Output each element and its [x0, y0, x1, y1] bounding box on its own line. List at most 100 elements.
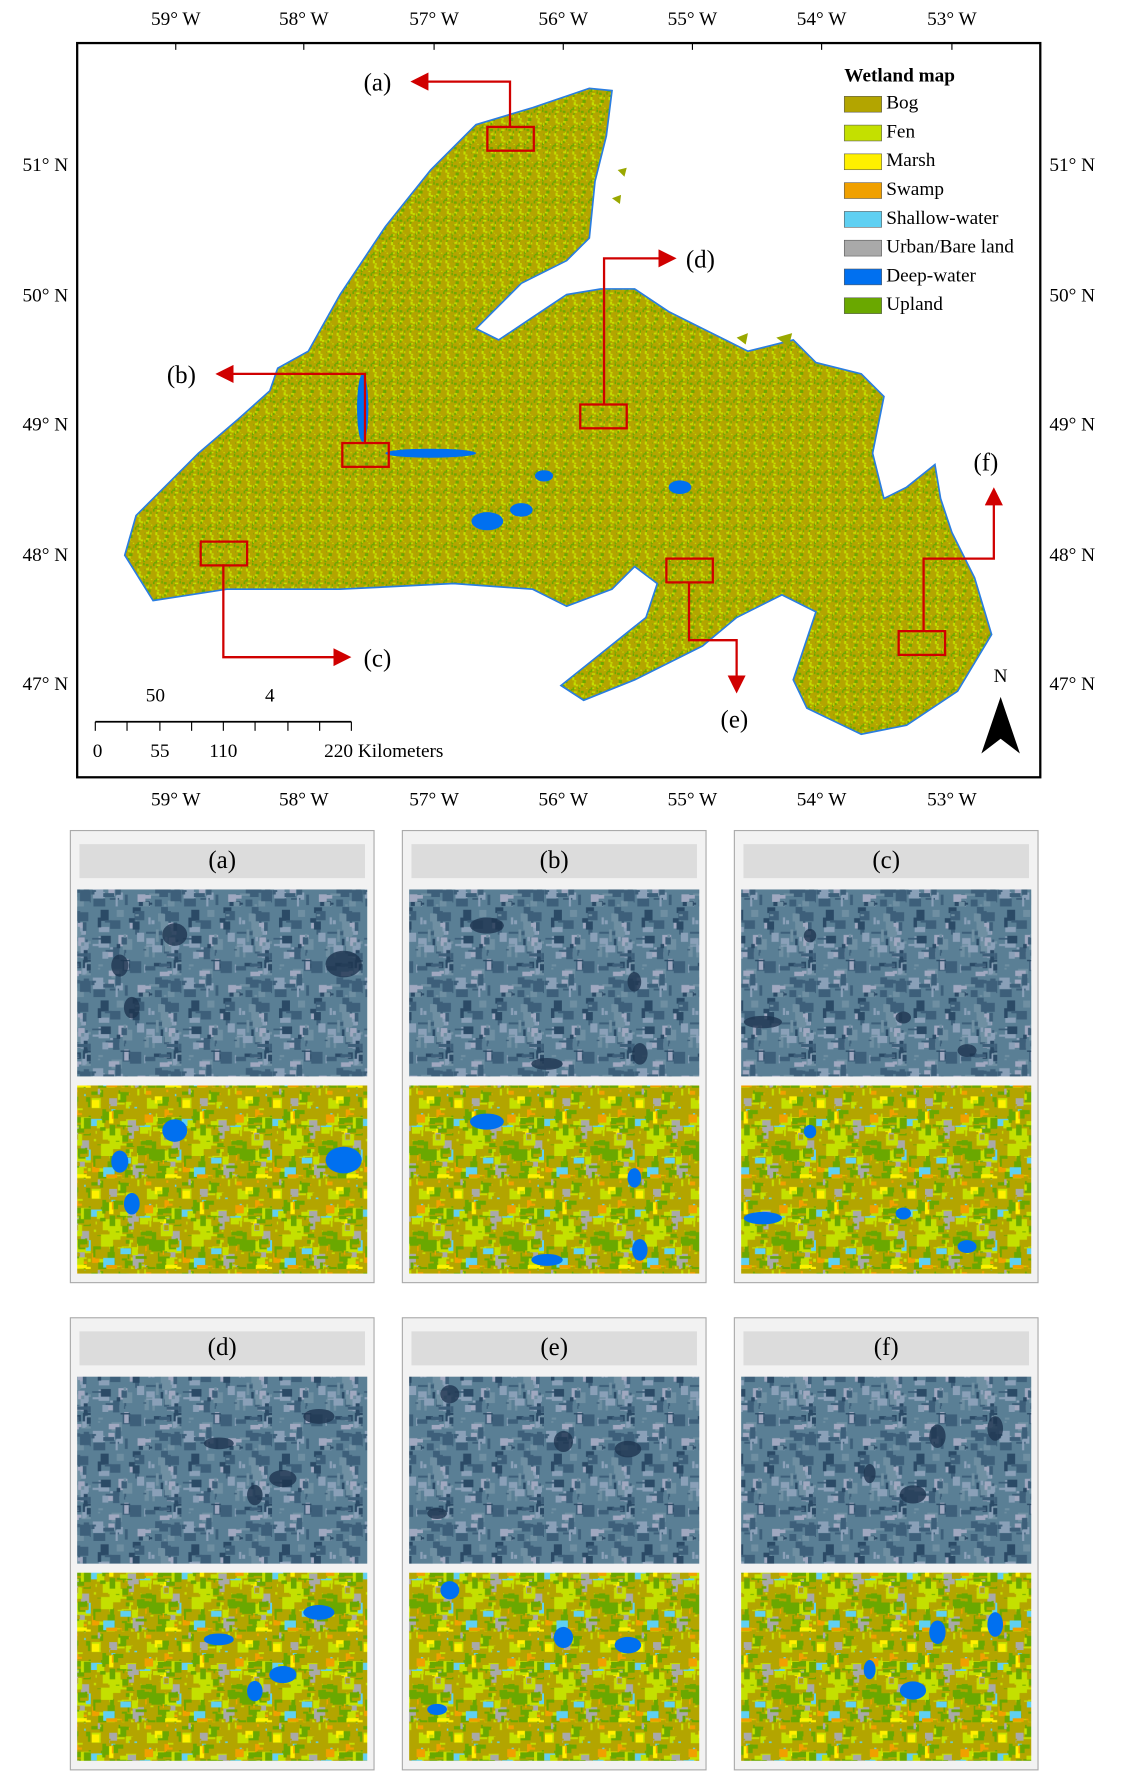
classified-image	[741, 1085, 1032, 1274]
lon-label: 53° W	[927, 9, 977, 30]
scale-label: 220 Kilometers	[324, 741, 443, 762]
legend-swatch	[843, 96, 882, 113]
lat-label: 48° N	[22, 545, 68, 566]
water-body	[203, 1437, 234, 1450]
legend-swatch	[843, 268, 882, 286]
legend-label: Upland	[886, 294, 943, 315]
callout-label: (d)	[686, 246, 715, 273]
water-body	[440, 1385, 460, 1404]
legend-label: Swamp	[886, 179, 944, 200]
legend-label: Marsh	[886, 150, 936, 171]
lon-label: 57° W	[409, 790, 459, 811]
water-body	[440, 1581, 460, 1600]
classified-image	[409, 1572, 700, 1761]
scale-label: 4	[265, 685, 275, 706]
water-body	[531, 1253, 563, 1266]
scale-label: 50	[146, 685, 165, 706]
water-body	[614, 1440, 642, 1458]
water-body	[269, 1666, 297, 1684]
water-body	[111, 954, 129, 977]
satellite-image	[741, 889, 1032, 1077]
north-label: N	[994, 666, 1008, 687]
water-body	[743, 1015, 782, 1029]
water-body	[899, 1485, 927, 1504]
water-body	[895, 1207, 912, 1220]
north-arrow	[981, 696, 1020, 754]
panel-title-bar	[79, 844, 365, 879]
panel-title-bar	[743, 1331, 1029, 1366]
lake	[385, 448, 477, 458]
callout-arrow	[215, 364, 367, 444]
legend-swatch	[843, 239, 882, 257]
water-body	[325, 1146, 362, 1174]
water-body	[895, 1011, 912, 1024]
water-body	[553, 1430, 574, 1453]
water-body	[123, 996, 140, 1019]
panel-title: (e)	[540, 1334, 568, 1361]
lat-label: 50° N	[22, 285, 68, 306]
lat-label: 48° N	[1049, 545, 1095, 566]
water-body	[111, 1150, 129, 1173]
satellite-image	[77, 1376, 368, 1564]
water-body	[957, 1240, 977, 1254]
lon-label: 56° W	[538, 9, 588, 30]
lon-label: 59° W	[151, 790, 201, 811]
legend-label: Shallow-water	[886, 208, 999, 229]
water-body	[203, 1633, 234, 1646]
water-body	[303, 1408, 335, 1424]
water-body	[632, 1043, 648, 1065]
water-body	[247, 1484, 263, 1506]
panel-title-bar	[743, 844, 1029, 879]
water-body	[803, 928, 817, 943]
lake	[534, 470, 554, 482]
lat-label: 49° N	[1049, 414, 1095, 435]
water-body	[123, 1192, 140, 1215]
satellite-image	[409, 1376, 700, 1564]
lon-label: 54° W	[797, 9, 847, 30]
legend-swatch	[843, 211, 882, 228]
legend-swatch	[843, 182, 882, 199]
lon-label: 55° W	[668, 9, 718, 30]
callout-arrow	[687, 582, 746, 694]
scale-label: 110	[209, 741, 237, 762]
classified-image	[77, 1085, 368, 1274]
water-body	[247, 1680, 263, 1702]
callout-label: (c)	[364, 645, 392, 672]
water-body	[531, 1057, 563, 1070]
lake	[668, 480, 692, 495]
panel-title-bar	[411, 844, 697, 879]
lon-label: 59° W	[151, 9, 201, 30]
scale-label: 0	[93, 741, 103, 762]
water-body	[162, 1119, 188, 1142]
panel-title-bar	[79, 1331, 365, 1366]
classified-image	[741, 1572, 1032, 1761]
water-body	[929, 1424, 946, 1449]
lon-label: 58° W	[279, 790, 329, 811]
lon-label: 58° W	[279, 9, 329, 30]
satellite-image	[741, 1376, 1032, 1564]
lat-label: 47° N	[1049, 674, 1095, 695]
water-body	[627, 1168, 642, 1188]
lon-label: 57° W	[409, 9, 459, 30]
lon-label: 53° W	[927, 790, 977, 811]
water-body	[325, 950, 362, 978]
island	[123, 87, 993, 736]
water-body	[803, 1124, 817, 1139]
water-body	[469, 1113, 504, 1130]
water-body	[863, 1660, 876, 1680]
lat-label: 47° N	[22, 674, 68, 695]
water-body	[469, 917, 504, 934]
panel-title-bar	[411, 1331, 697, 1366]
lat-label: 49° N	[22, 414, 68, 435]
water-body	[743, 1211, 782, 1225]
water-body	[632, 1239, 648, 1261]
classified-image	[77, 1572, 368, 1761]
legend-label: Urban/Bare land	[886, 237, 1014, 258]
callout-box	[897, 629, 947, 657]
water-body	[303, 1605, 335, 1620]
water-body	[627, 972, 642, 992]
panel-title: (d)	[208, 1334, 237, 1361]
callout-arrow	[410, 72, 512, 127]
water-body	[899, 1681, 927, 1700]
